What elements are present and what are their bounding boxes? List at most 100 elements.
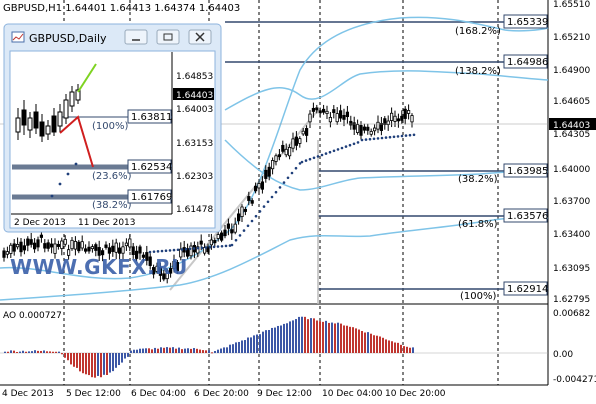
ao-bar — [394, 342, 396, 353]
candle-body — [36, 239, 40, 248]
candle-body — [90, 246, 94, 250]
candle-body — [321, 108, 326, 113]
upper-band — [0, 16, 549, 280]
candle-body — [206, 246, 210, 253]
ao-label: AO 0.000727 — [3, 311, 62, 321]
candle-body — [158, 267, 162, 276]
time-axis-label: 5 Dec 12:00 — [66, 389, 121, 399]
candle-body — [15, 244, 20, 248]
restore-icon[interactable] — [156, 29, 180, 45]
ao-bar — [325, 320, 327, 353]
ao-bar — [154, 347, 156, 353]
candle-body — [39, 234, 44, 238]
minimize-icon[interactable] — [124, 29, 148, 45]
ao-bar — [256, 334, 258, 353]
sar-dot — [312, 156, 316, 160]
candle-body — [33, 242, 37, 250]
ao-bar — [49, 351, 51, 353]
close-icon[interactable] — [188, 29, 212, 45]
ao-bar — [364, 332, 366, 353]
ao-bar — [4, 351, 6, 353]
candle-body — [257, 183, 261, 189]
sar-dot — [164, 249, 168, 253]
candle-body — [294, 136, 299, 146]
ao-bar — [34, 350, 36, 353]
candle-body — [233, 223, 237, 233]
ao-bar — [100, 353, 102, 378]
fib-labels: (168.2%) (138.2%) (38.2%) (61.8%) (100%) — [455, 26, 501, 302]
ao-bar — [118, 353, 120, 366]
ao-bar — [106, 353, 108, 375]
awesome-oscillator-panel[interactable]: AO 0.000727 — [0, 311, 548, 378]
ao-bar — [379, 336, 381, 353]
ao-bar — [157, 348, 159, 353]
sar-dot — [254, 214, 258, 218]
candle-body — [253, 185, 258, 192]
daily-price-label: 1.63153 — [176, 139, 213, 149]
ao-bar — [109, 353, 111, 373]
ao-bar — [412, 347, 414, 353]
ao-bar — [145, 348, 147, 353]
sar-dot — [184, 247, 188, 251]
ao-bar — [310, 318, 312, 353]
daily-fib-price-tag — [127, 189, 172, 204]
ao-bar — [328, 322, 330, 353]
price-axis-label: 1.63400 — [553, 230, 590, 240]
candle-body — [73, 241, 77, 250]
sar-dot — [320, 153, 324, 157]
ao-bar — [16, 351, 18, 353]
sar-dot — [300, 160, 304, 164]
candle-body — [134, 250, 139, 259]
candle-body — [352, 122, 356, 130]
candle-body — [175, 262, 179, 272]
candle-body — [291, 138, 295, 149]
sar-dot — [238, 234, 242, 237]
ao-bar — [385, 339, 387, 353]
daily-price-label: 1.64003 — [176, 105, 213, 115]
candle-body — [26, 238, 30, 246]
candle-body — [19, 241, 23, 253]
window-title-bar[interactable]: GBPUSD,Daily — [11, 29, 212, 45]
daily-chart-window[interactable]: GBPUSD,Daily — [3, 23, 222, 233]
sar-dot — [180, 248, 184, 251]
sar-dot — [348, 143, 352, 147]
candle-body — [84, 248, 88, 252]
sar-dot — [196, 246, 200, 250]
daily-candle-body — [69, 91, 75, 107]
main-candles — [2, 102, 414, 284]
daily-candle-body — [27, 117, 33, 131]
candle-body — [2, 250, 6, 258]
candle-body — [281, 144, 285, 152]
daily-candle-body — [45, 125, 51, 135]
candle-body — [165, 270, 169, 280]
candle-body — [162, 273, 166, 280]
ao-bar — [160, 347, 162, 353]
candle-body — [250, 200, 254, 204]
candle-body — [318, 110, 322, 114]
candle-body — [376, 121, 380, 130]
ao-bar — [292, 320, 294, 353]
candle-body — [77, 241, 81, 252]
zigzag-green — [77, 63, 97, 93]
candle-body — [111, 245, 115, 252]
ao-bar — [70, 353, 72, 365]
ao-bar — [196, 348, 198, 353]
ao-bar — [340, 323, 342, 353]
candle-body — [145, 252, 149, 261]
candle-body — [315, 107, 319, 111]
sar-dot — [324, 152, 328, 155]
minimize-button[interactable] — [124, 29, 148, 45]
ao-bar — [277, 325, 279, 353]
restore-button[interactable] — [156, 29, 180, 45]
ao-bar — [391, 341, 393, 353]
sar-dot — [220, 244, 224, 248]
ao-bar — [139, 348, 141, 353]
candle-body — [138, 246, 142, 254]
candle-body — [355, 124, 360, 133]
candle-body — [189, 245, 193, 257]
price-axis-label: 1.64000 — [553, 165, 590, 175]
ao-bar — [148, 348, 150, 353]
main-price-chart[interactable]: (168.2%) (138.2%) (38.2%) (61.8%) (100%)… — [0, 0, 549, 386]
ao-bar — [334, 323, 336, 353]
